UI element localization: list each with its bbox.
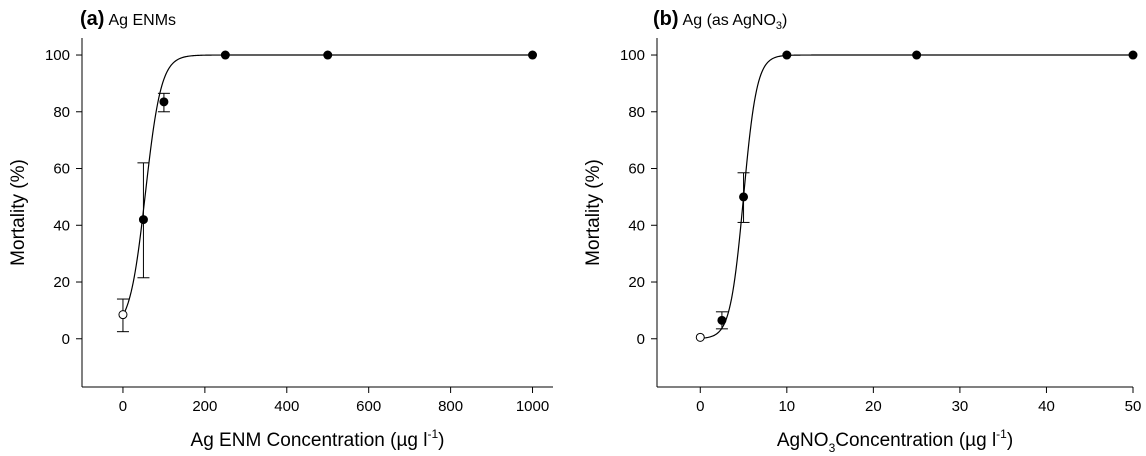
chart-b-control-point <box>695 332 705 342</box>
chart-b-xlabel-sub: 3 <box>829 441 836 455</box>
panel-b-letter: (b) <box>653 8 679 30</box>
chart-b-xlabel-rest: Concentration (µg l <box>835 430 996 451</box>
chart-b-y-tick-label: 0 <box>637 331 645 348</box>
chart-b-data-point <box>912 50 922 60</box>
chart-b-ylabel: Mortality (%) <box>583 159 604 266</box>
chart-a-y-tick-label: 40 <box>53 217 70 234</box>
chart-b-y-tick-label: 80 <box>628 104 645 121</box>
chart-b-y-tick-label: 100 <box>620 47 645 64</box>
chart-a-fit-curve <box>122 54 533 316</box>
panel-b-title: (b) Ag (as AgNO3) <box>653 8 787 32</box>
chart-b-xlabel-sup: -1 <box>996 427 1007 441</box>
chart-a-y-tick-label: 0 <box>62 331 70 348</box>
chart-b-plot: 0 10 20 30 40 50 0 20 40 60 80 100 AgNO3Concentrati… <box>583 38 1142 455</box>
panel-a-title: (a) Ag ENMs <box>80 8 176 31</box>
panel-b-subtitle-end: ) <box>782 12 788 29</box>
chart-panel-b: (b) Ag (as AgNO3) 0 10 20 30 40 50 0 20 40 60 80 100… <box>573 0 1146 456</box>
chart-a-xlabel: Ag ENM Concentration (µg l-1) <box>191 427 445 451</box>
chart-a-data-point <box>323 50 333 60</box>
chart-panel-a: (a) Ag ENMs 0 200 400 600 800 1000 0 20 40 60 80 100… <box>8 8 553 451</box>
chart-a-xlabel-end: ) <box>438 430 444 451</box>
chart-b-x-tick-label: 40 <box>1038 398 1055 415</box>
chart-a-y-tick-label: 20 <box>53 274 70 291</box>
chart-b-y-tick-label: 20 <box>628 274 645 291</box>
chart-b-xlabel-end: ) <box>1007 430 1013 451</box>
chart-a-plot: 0 200 400 600 800 1000 0 20 40 60 80 100 Ag ENM Con… <box>8 38 553 451</box>
chart-a-y-tick-label: 80 <box>53 104 70 121</box>
chart-a-data-point <box>138 215 148 225</box>
chart-a-x-tick-label: 400 <box>274 398 299 415</box>
chart-b-x-tick-label: 0 <box>696 398 704 415</box>
chart-a-y-tick-label: 100 <box>45 47 70 64</box>
chart-b-xlabel: AgNO3Concentration (µg l-1) <box>777 427 1013 455</box>
chart-b-x-tick-label: 10 <box>778 398 795 415</box>
chart-a-xlabel-main: Ag ENM Concentration (µg l <box>191 430 428 451</box>
panel-b-subtitle-sub: 3 <box>775 20 783 33</box>
chart-a-x-tick-label: 600 <box>356 398 381 415</box>
chart-b-fit-curve <box>700 54 1133 339</box>
panel-b-subtitle: Ag (as AgNO <box>682 12 776 29</box>
chart-b-x-tick-label: 20 <box>865 398 882 415</box>
chart-a-y-tick-label: 60 <box>53 161 70 178</box>
chart-a-ylabel: Mortality (%) <box>8 159 29 266</box>
chart-a-x-tick-label: 0 <box>119 398 127 415</box>
chart-a-data-point <box>528 50 538 60</box>
chart-b-x-tick-label: 50 <box>1125 398 1142 415</box>
chart-b-xlabel-main: AgNO <box>777 430 829 451</box>
chart-b-x-tick-label: 30 <box>952 398 969 415</box>
chart-b-data-point <box>739 192 749 202</box>
chart-a-xlabel-sup: -1 <box>427 427 438 441</box>
chart-a-x-tick-label: 800 <box>438 398 463 415</box>
chart-a-data-point <box>220 50 230 60</box>
chart-b-data-point <box>782 50 792 60</box>
chart-a-x-tick-label: 200 <box>192 398 217 415</box>
chart-a-x-tick-label: 1000 <box>516 398 549 415</box>
chart-b-y-tick-label: 60 <box>628 161 645 178</box>
chart-a-control-point <box>118 310 128 320</box>
chart-b-data-point <box>1128 50 1138 60</box>
chart-b-y-tick-label: 40 <box>628 217 645 234</box>
chart-b-data-point <box>717 315 727 325</box>
chart-a-data-point <box>159 97 169 107</box>
panel-a-letter: (a) <box>80 8 105 30</box>
panel-a-subtitle: Ag ENMs <box>108 12 177 29</box>
